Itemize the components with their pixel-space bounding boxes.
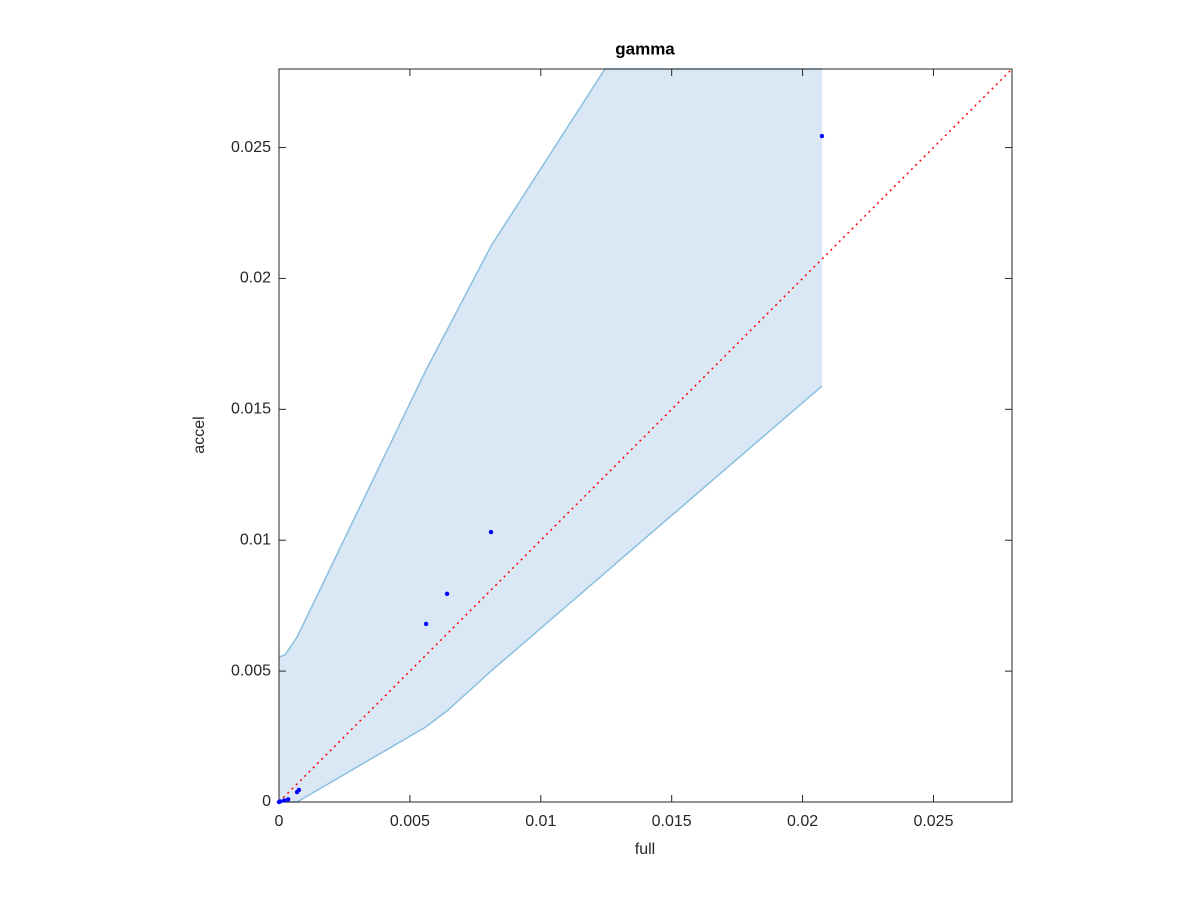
x-tick-label: 0: [275, 813, 284, 830]
point: [819, 133, 825, 139]
x-tick-label: 0.02: [787, 813, 818, 830]
point: [296, 787, 302, 793]
y-tick-label: 0.005: [231, 662, 271, 679]
y-tick-label: 0.01: [240, 531, 271, 548]
point: [278, 799, 283, 804]
point: [423, 621, 429, 627]
x-tick-label: 0.015: [652, 813, 692, 830]
y-tick-label: 0.02: [240, 270, 271, 287]
y-tick-label: 0.025: [231, 139, 271, 156]
chart-title: gamma: [615, 39, 675, 58]
point: [488, 529, 494, 535]
y-axis-label: accel: [191, 416, 208, 453]
y-tick-label: 0: [262, 793, 271, 810]
x-axis-label: full: [635, 841, 655, 858]
axes-box: [278, 68, 1013, 803]
band-fill: [279, 69, 822, 802]
band-upper: [278, 68, 822, 658]
y-tick-label: 0.015: [231, 401, 271, 418]
point: [285, 797, 291, 802]
point: [444, 591, 450, 597]
x-tick-label: 0.025: [913, 813, 953, 830]
x-tick-label: 0.01: [525, 813, 556, 830]
x-tick-label: 0.005: [390, 813, 430, 830]
point: [282, 798, 287, 803]
